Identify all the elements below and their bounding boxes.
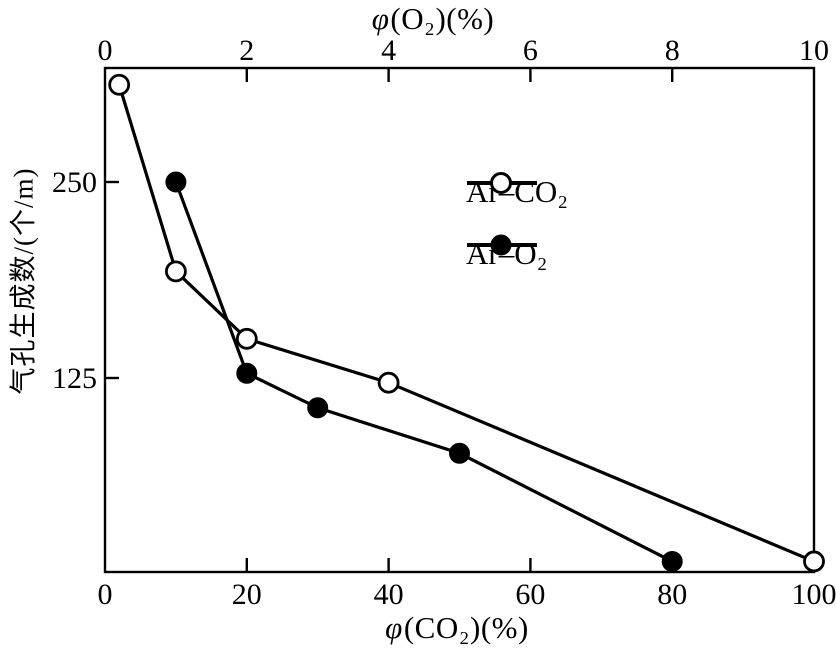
bottom-x-tick-label: 20 bbox=[232, 578, 262, 611]
data-point-ar-o2 bbox=[236, 362, 258, 384]
bottom-x-tick-label: 40 bbox=[374, 578, 404, 611]
legend-label: Ar–CO₂ bbox=[466, 174, 569, 209]
plot-border bbox=[103, 66, 816, 574]
top-x-tick-label: 2 bbox=[239, 34, 254, 67]
y-axis-title: 气孔生成数/(个/m) bbox=[8, 167, 39, 395]
y-tick-label: 125 bbox=[52, 362, 97, 395]
data-point-ar-co2 bbox=[235, 327, 258, 350]
legend-item-ar-o2: Ar–O₂ bbox=[466, 232, 547, 276]
legend-item-ar-co2: Ar–CO₂ bbox=[466, 170, 568, 214]
phi-symbol: φ bbox=[371, 1, 390, 36]
bottom-axis-title: φ(CO₂)(%) bbox=[385, 610, 529, 646]
data-point-ar-co2 bbox=[164, 260, 187, 283]
bottom-x-tick-label: 80 bbox=[657, 578, 687, 611]
top-x-tick-label: 4 bbox=[381, 34, 396, 67]
bottom-x-tick-label: 60 bbox=[515, 578, 545, 611]
data-point-ar-o2 bbox=[449, 442, 470, 464]
top-x-tick-label: 0 bbox=[98, 34, 113, 67]
legend: Ar–CO₂ Ar–O₂ bbox=[466, 170, 676, 280]
data-point-ar-co2 bbox=[803, 550, 825, 573]
data-point-ar-o2 bbox=[165, 171, 187, 193]
bottom-x-tick-label: 0 bbox=[98, 578, 113, 611]
data-point-ar-co2 bbox=[108, 73, 131, 96]
top-axis-title: φ(O₂)(%) bbox=[372, 1, 494, 37]
bottom-x-tick-label: 100 bbox=[792, 578, 836, 611]
filled-circle-marker-icon bbox=[467, 234, 537, 256]
y-tick-label: 250 bbox=[52, 166, 97, 199]
phi-symbol: φ bbox=[385, 610, 403, 645]
data-point-ar-o2 bbox=[661, 550, 683, 572]
top-x-tick-label: 8 bbox=[665, 34, 680, 67]
top-axis-title-text: (O₂)(%) bbox=[390, 1, 495, 36]
series-line-ar-co2 bbox=[117, 84, 815, 563]
data-point-ar-o2 bbox=[307, 397, 329, 419]
open-circle-marker-icon bbox=[467, 172, 537, 194]
bottom-axis-title-text: (CO₂)(%) bbox=[403, 610, 529, 645]
top-x-tick-label: 10 bbox=[799, 34, 829, 67]
data-point-ar-co2 bbox=[377, 371, 400, 394]
top-x-tick-label: 6 bbox=[523, 34, 538, 67]
